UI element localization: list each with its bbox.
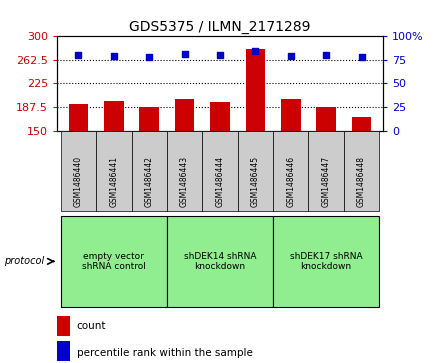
Bar	[69, 103, 88, 131]
Text: empty vector
shRNA control: empty vector shRNA control	[82, 252, 146, 271]
Point	[75, 52, 82, 58]
FancyBboxPatch shape	[132, 131, 167, 211]
FancyBboxPatch shape	[61, 216, 167, 307]
Text: GSM1486444: GSM1486444	[216, 155, 224, 207]
Text: GSM1486447: GSM1486447	[322, 155, 331, 207]
Text: GSM1486448: GSM1486448	[357, 156, 366, 207]
Text: shDEK14 shRNA
knockdown: shDEK14 shRNA knockdown	[184, 252, 256, 271]
Text: percentile rank within the sample: percentile rank within the sample	[77, 348, 253, 358]
FancyBboxPatch shape	[167, 131, 202, 211]
FancyBboxPatch shape	[167, 216, 273, 307]
Text: count: count	[77, 321, 106, 331]
Point	[323, 52, 330, 58]
Text: GSM1486441: GSM1486441	[109, 156, 118, 207]
Point	[146, 54, 153, 60]
FancyBboxPatch shape	[344, 131, 379, 211]
FancyBboxPatch shape	[273, 216, 379, 307]
Bar	[316, 107, 336, 131]
FancyBboxPatch shape	[308, 131, 344, 211]
FancyBboxPatch shape	[96, 131, 132, 211]
Bar	[139, 107, 159, 131]
Text: GSM1486440: GSM1486440	[74, 155, 83, 207]
Bar	[57, 316, 70, 336]
FancyBboxPatch shape	[273, 131, 308, 211]
Point	[287, 53, 294, 59]
Bar	[210, 102, 230, 131]
FancyBboxPatch shape	[202, 131, 238, 211]
Title: GDS5375 / ILMN_2171289: GDS5375 / ILMN_2171289	[129, 20, 311, 34]
Bar	[104, 101, 124, 131]
Bar	[246, 49, 265, 131]
FancyBboxPatch shape	[61, 131, 96, 211]
Bar	[175, 99, 194, 131]
Text: GSM1486446: GSM1486446	[286, 155, 295, 207]
Text: protocol: protocol	[4, 256, 44, 266]
Bar	[57, 341, 70, 361]
Point	[252, 49, 259, 54]
FancyBboxPatch shape	[238, 131, 273, 211]
Point	[110, 53, 117, 59]
Text: shDEK17 shRNA
knockdown: shDEK17 shRNA knockdown	[290, 252, 363, 271]
Text: GSM1486445: GSM1486445	[251, 155, 260, 207]
Bar	[281, 99, 301, 131]
Text: GSM1486443: GSM1486443	[180, 155, 189, 207]
Bar	[352, 117, 371, 131]
Text: GSM1486442: GSM1486442	[145, 156, 154, 207]
Point	[181, 51, 188, 57]
Point	[216, 52, 224, 58]
Point	[358, 54, 365, 60]
